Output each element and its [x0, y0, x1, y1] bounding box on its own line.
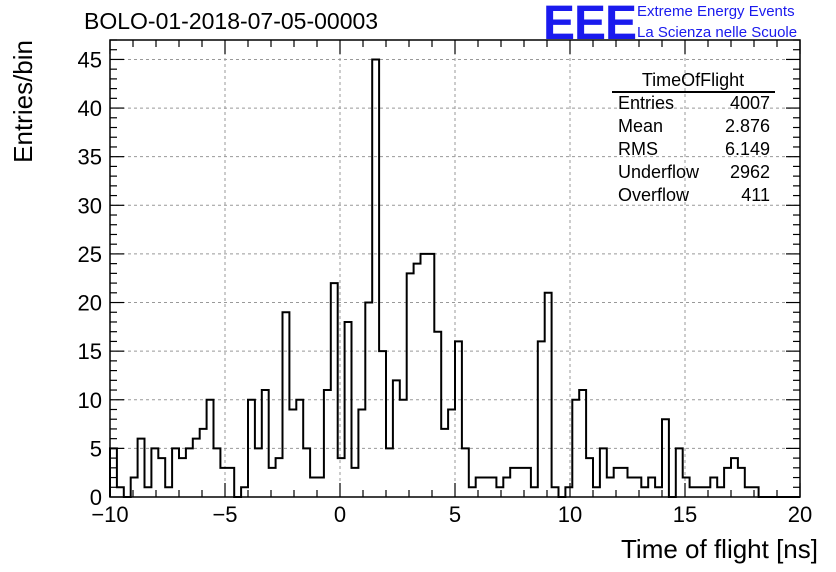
y-tick-label: 35	[78, 145, 102, 170]
axis-ticks	[109, 39, 801, 498]
y-tick-label: 30	[78, 193, 102, 218]
logo-line-2: La Scienza nelle Scuole	[637, 24, 798, 41]
histogram-line	[109, 58, 800, 498]
stats-box: TimeOfFlight Entries 4007 Mean 2.876 RMS 6.14…	[612, 70, 775, 205]
stats-label: Entries	[618, 93, 674, 113]
tick-labels: −10 −5 0 5 10 15 20 0 5 10 15 20 25 30 35 40 45	[78, 47, 813, 527]
eee-logo: EEE	[543, 0, 637, 50]
stats-title: TimeOfFlight	[642, 70, 744, 90]
stats-label: Mean	[618, 116, 663, 136]
y-axis-label: Entries/bin	[8, 40, 38, 163]
x-axis-label: Time of flight [ns]	[621, 534, 818, 564]
x-tick-label: −10	[91, 502, 128, 527]
x-tick-label: 20	[788, 502, 812, 527]
x-tick-label: 15	[673, 502, 697, 527]
x-tick-label: 5	[449, 502, 461, 527]
y-tick-label: 0	[90, 485, 102, 510]
stats-value: 4007	[730, 93, 770, 113]
stats-value: 2.876	[725, 116, 770, 136]
logo-line-1: Extreme Energy Events	[637, 3, 795, 20]
y-tick-label: 45	[78, 47, 102, 72]
stats-label: Underflow	[618, 162, 700, 182]
y-tick-label: 40	[78, 96, 102, 121]
x-tick-label: 0	[334, 502, 346, 527]
y-tick-label: 25	[78, 242, 102, 267]
y-tick-label: 5	[90, 436, 102, 461]
stats-value: 2962	[730, 162, 770, 182]
stats-label: Overflow	[618, 185, 690, 205]
y-tick-label: 10	[78, 388, 102, 413]
stats-value: 6.149	[725, 139, 770, 159]
stats-label: RMS	[618, 139, 658, 159]
y-tick-label: 20	[78, 291, 102, 316]
x-tick-label: −5	[212, 502, 237, 527]
run-title: BOLO-01-2018-07-05-00003	[84, 8, 379, 34]
y-tick-label: 15	[78, 339, 102, 364]
x-tick-label: 10	[558, 502, 582, 527]
stats-value: 411	[741, 185, 770, 205]
